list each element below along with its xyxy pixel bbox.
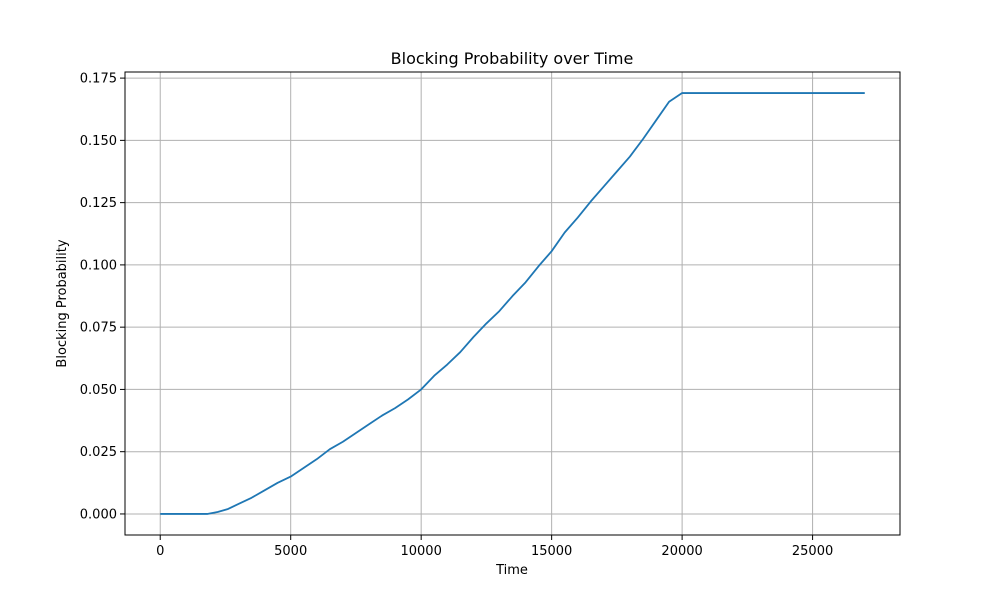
data-series-layer — [160, 92, 865, 515]
x-tick-label: 0 — [156, 544, 164, 559]
x-tick-label: 15000 — [531, 544, 572, 559]
grid-lines — [125, 72, 900, 535]
x-tick-label: 20000 — [661, 544, 702, 559]
y-tick-label: 0.050 — [80, 383, 117, 398]
x-tick-label: 10000 — [400, 544, 441, 559]
y-tick-label: 0.000 — [80, 507, 117, 522]
x-axis-label: Time — [495, 563, 528, 578]
y-tick-label: 0.175 — [80, 72, 117, 87]
y-tick-label: 0.075 — [80, 321, 117, 336]
series-line — [160, 92, 865, 515]
y-tick-label: 0.025 — [80, 445, 117, 460]
y-tick-label: 0.150 — [80, 134, 117, 149]
x-tick-label: 25000 — [792, 544, 833, 559]
x-axis-ticks: 0 5000 10000 15000 20000 25000 — [156, 535, 833, 559]
y-tick-label: 0.100 — [80, 258, 117, 273]
y-axis-ticks: 0.000 0.025 0.050 0.075 0.100 0.125 0.150 0.175 — [80, 72, 125, 522]
x-tick-label: 5000 — [274, 544, 307, 559]
axes-frame — [124, 71, 901, 536]
y-tick-label: 0.125 — [80, 196, 117, 211]
y-axis-label: Blocking Probability — [55, 239, 70, 367]
chart-title: Blocking Probability over Time — [391, 49, 634, 68]
